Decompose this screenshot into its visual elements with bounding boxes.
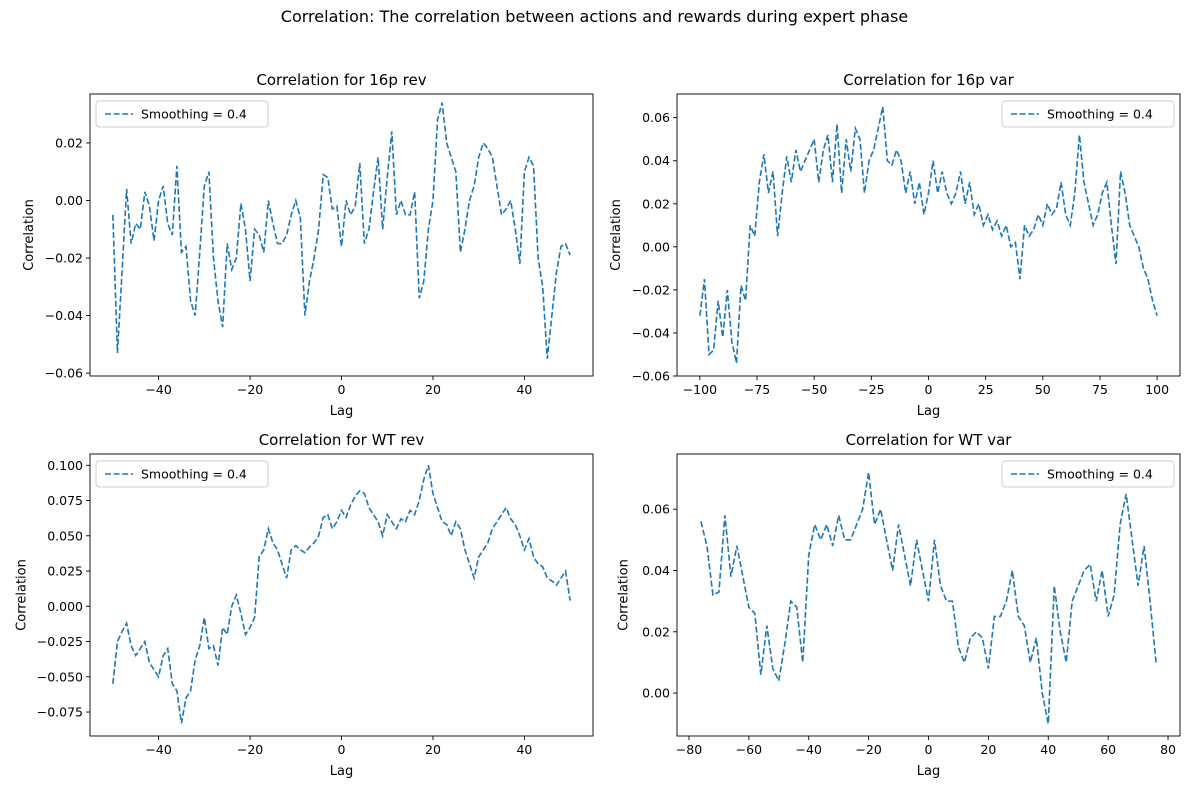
subplot-1-y-tick-label: −0.02 — [45, 251, 83, 266]
subplot-2-x-tick-label: 75 — [1092, 382, 1108, 397]
subplot-4: Correlation for WT var −80 −60 −40 −20 0 20 40 6… — [617, 431, 1181, 779]
subplot-2-y-tick-label: −0.06 — [632, 369, 670, 384]
subplot-4-y-tick-label: 0.04 — [642, 563, 670, 578]
subplot-4-x-tick-label: −20 — [855, 742, 881, 757]
subplot-3-x-tick-label: 20 — [425, 742, 441, 757]
subplot-2-x-tick-label: −25 — [858, 382, 884, 397]
subplot-1-x-tick-label: 40 — [516, 382, 532, 397]
subplot-2-legend-box — [1001, 100, 1175, 128]
subplot-2-y-tick-label: −0.02 — [632, 282, 670, 297]
subplot-3-y-tick-label: −0.050 — [37, 669, 83, 684]
subplot-4-legend: Smoothing = 0.4 — [1001, 460, 1175, 488]
subplot-1-x-tick-label: 0 — [338, 382, 346, 397]
subplot-3: Correlation for WT rev −40 −20 0 20 40 −0.075 −… — [14, 431, 594, 779]
subplot-4-x-tick-label: −40 — [796, 742, 822, 757]
subplot-4-y-axis-label: Correlation — [617, 559, 632, 631]
subplot-2-x-tick-label: 25 — [978, 382, 994, 397]
subplot-4-x-tick-label: 60 — [1100, 742, 1116, 757]
subplot-4-x-tick-label: 0 — [925, 742, 933, 757]
subplot-3-series-line — [112, 465, 571, 724]
subplot-4-x-tick-label: 20 — [980, 742, 996, 757]
subplot-4-y-tick-label: 0.02 — [642, 624, 670, 639]
subplot-1-axes-frame — [89, 93, 594, 377]
subplot-3-legend-box — [95, 460, 269, 488]
subplot-2-legend: Smoothing = 0.4 — [1001, 100, 1175, 128]
subplot-2-x-tick-label: −50 — [801, 382, 827, 397]
subplot-4-series-line — [700, 472, 1157, 724]
subplot-3-axes-frame — [89, 453, 594, 737]
subplot-4-x-tick-label: 40 — [1040, 742, 1056, 757]
subplot-2-y-tick-label: 0.00 — [642, 239, 670, 254]
subplot-2-series-line — [699, 106, 1158, 364]
subplot-4-x-tick-label: −60 — [736, 742, 762, 757]
subplot-2: Correlation for 16p var −100 −75 −50 −25 0 25 5… — [609, 71, 1181, 419]
subplot-1-x-tick-label: 20 — [425, 382, 441, 397]
subplot-2-x-tick-label: 50 — [1035, 382, 1051, 397]
subplot-2-x-axis-label: Lag — [917, 404, 940, 419]
subplot-2-legend-label: Smoothing = 0.4 — [1047, 107, 1153, 122]
subplot-2-x-tick-label: 100 — [1145, 382, 1169, 397]
subplot-1-legend-box — [95, 100, 269, 128]
subplot-2-y-tick-label: 0.06 — [642, 110, 670, 125]
subplot-1-y-tick-label: 0.02 — [55, 135, 83, 150]
subplot-1-y-tick-label: −0.04 — [45, 308, 83, 323]
subplot-3-y-tick-label: −0.025 — [37, 634, 83, 649]
subplot-3-legend: Smoothing = 0.4 — [95, 460, 269, 488]
subplot-3-y-tick-label: 0.100 — [47, 458, 83, 473]
subplot-1: Correlation for 16p rev −40 −20 0 20 40 −0.06 −… — [22, 71, 594, 419]
subplot-4-x-tick-label: −80 — [676, 742, 702, 757]
subplot-3-y-tick-label: 0.050 — [47, 528, 83, 543]
subplot-2-title: Correlation for 16p var — [843, 71, 1014, 89]
subplot-1-x-tick-label: −40 — [145, 382, 171, 397]
subplot-1-title: Correlation for 16p rev — [256, 71, 426, 89]
subplot-4-y-tick-label: 0.00 — [642, 686, 670, 701]
subplot-4-x-tick-label: 80 — [1160, 742, 1176, 757]
subplot-3-x-tick-label: −40 — [145, 742, 171, 757]
subplot-2-y-axis-label: Correlation — [609, 199, 624, 271]
subplot-2-y-tick-label: −0.04 — [632, 325, 670, 340]
subplot-2-axes-frame — [676, 93, 1181, 377]
subplot-3-x-axis-label: Lag — [330, 764, 353, 779]
subplot-3-x-tick-label: −20 — [237, 742, 263, 757]
subplot-1-legend-label: Smoothing = 0.4 — [141, 107, 247, 122]
subplot-1-y-tick-label: −0.06 — [45, 366, 83, 381]
subplot-3-x-tick-label: 0 — [338, 742, 346, 757]
subplot-3-y-tick-label: 0.075 — [47, 493, 83, 508]
subplot-2-y-tick-label: 0.02 — [642, 196, 670, 211]
subplot-1-series-line — [112, 102, 571, 359]
subplot-4-legend-label: Smoothing = 0.4 — [1047, 467, 1153, 482]
subplot-1-y-axis-label: Correlation — [22, 199, 37, 271]
subplot-3-y-axis-label: Correlation — [14, 559, 29, 631]
subplot-3-y-tick-label: 0.025 — [47, 564, 83, 579]
subplot-2-x-tick-label: −75 — [744, 382, 770, 397]
subplot-1-x-tick-label: −20 — [237, 382, 263, 397]
subplot-4-x-axis-label: Lag — [917, 764, 940, 779]
subplot-3-y-tick-label: 0.000 — [47, 599, 83, 614]
subplot-1-legend: Smoothing = 0.4 — [95, 100, 269, 128]
subplot-1-x-axis-label: Lag — [330, 404, 353, 419]
subplot-4-y-tick-label: 0.06 — [642, 502, 670, 517]
subplot-2-y-tick-label: 0.04 — [642, 153, 670, 168]
subplot-3-x-tick-label: 40 — [516, 742, 532, 757]
subplot-2-x-tick-label: 0 — [925, 382, 933, 397]
subplot-4-title: Correlation for WT var — [846, 431, 1013, 449]
figure-suptitle: Correlation: The correlation between act… — [280, 7, 909, 26]
subplot-2-x-tick-label: −100 — [683, 382, 717, 397]
subplot-3-legend-label: Smoothing = 0.4 — [141, 467, 247, 482]
subplot-4-legend-box — [1001, 460, 1175, 488]
subplot-3-title: Correlation for WT rev — [259, 431, 425, 449]
subplot-3-y-tick-label: −0.075 — [37, 705, 83, 720]
subplot-1-y-tick-label: 0.00 — [55, 193, 83, 208]
